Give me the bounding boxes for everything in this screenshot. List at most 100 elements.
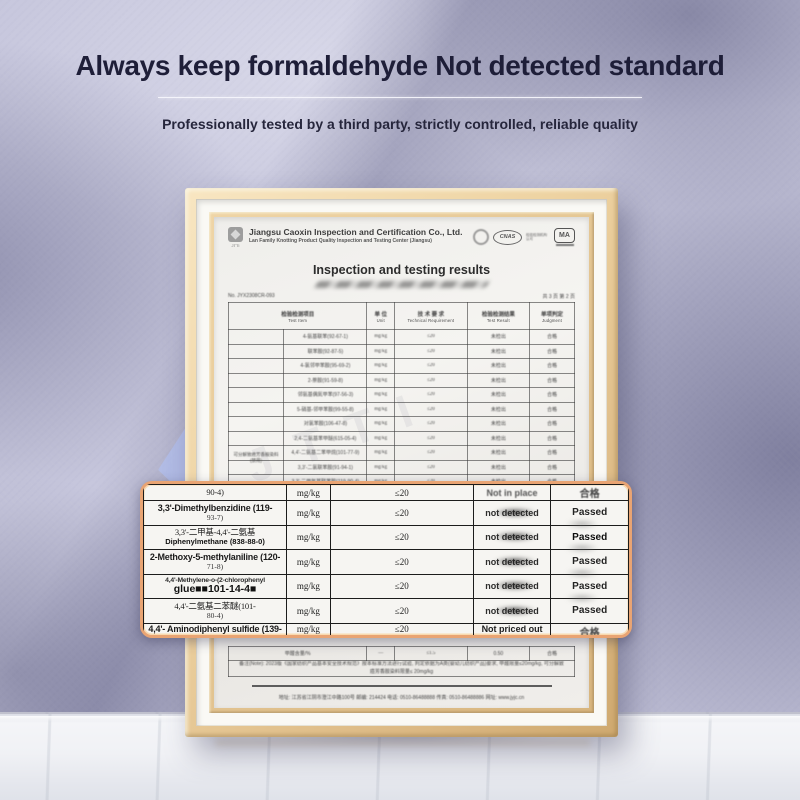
cell-requirement: ≤20 — [329, 549, 474, 575]
headline-divider — [158, 97, 642, 98]
cell-unit: mg/kg — [366, 401, 396, 417]
header-judgment: 单项判定 Judgment — [528, 302, 576, 330]
cell-judgment: 合格 — [528, 459, 576, 475]
magnified-row: 90-4) mg/kg ≤20 Not in place 合格 — [143, 484, 629, 501]
cell-requirement: ≤20 — [329, 500, 474, 526]
magnified-table: 90-4) mg/kg ≤20 Not in place 合格 3,3'-Dim… — [143, 484, 629, 635]
cell-unit: mg/kg — [366, 343, 396, 359]
cell-result: 未检出 — [466, 430, 530, 446]
cell-test-item: 5-硝基-邻甲苯胺(99-55-8) — [283, 401, 368, 417]
group-cell — [227, 430, 285, 446]
cell-test-item: 90-4) — [143, 484, 288, 501]
cell-unit: mg/kg — [286, 622, 331, 635]
group-cell — [227, 372, 285, 388]
cell-result: 未检出 — [466, 372, 530, 388]
subheadline: Professionally tested by a third party, … — [162, 116, 638, 132]
cma-seal-icon: MA — [554, 228, 575, 243]
certificate-title: Inspection and testing results — [312, 263, 491, 277]
cell-result: 未检出 — [466, 343, 530, 359]
cell-judgment: Passed — [550, 500, 629, 526]
cell-requirement: ≤20 — [394, 343, 468, 359]
group-cell — [227, 358, 285, 374]
cell-unit: mg/kg — [286, 524, 331, 550]
certificate-header: JTTI Jiangsu Caoxin Inspection and Certi… — [228, 227, 575, 248]
cell-unit: mg/kg — [366, 372, 396, 388]
cell-requirement: ≤1.5 — [394, 646, 468, 661]
table-header-row: 检验检测项目 Test Item 单 位 Unit 技 术 要 求 Techni… — [227, 302, 576, 330]
cell-test-item: 4,4'- Aminodiphenyl sulfide (139- — [143, 622, 288, 635]
cell-result: 未检出 — [466, 401, 530, 417]
table-row: 2-萘胺(91-59-8) mg/kg ≤20 未检出 合格 — [227, 372, 576, 388]
cell-judgment: Passed — [550, 598, 629, 624]
frame-mat: JTTI JTTI Jiangsu Caoxin Inspection and … — [196, 199, 607, 726]
redacted-subtitle — [313, 281, 490, 288]
cell-result: 0.50 — [466, 646, 530, 661]
cell-requirement: ≤20 — [329, 484, 474, 501]
formaldehyde-row: 甲醛含量/% — ≤1.5 0.50 合格 — [227, 646, 576, 661]
cell-unit: mg/kg — [286, 500, 331, 526]
cell-test-item: 2,4-二氨基苯甲醚(615-05-4) — [283, 430, 368, 446]
doc-number: No. JYX2308CR-093 — [228, 293, 275, 299]
cell-requirement: ≤20 — [394, 430, 468, 446]
org-name: Jiangsu Caoxin Inspection and Certificat… — [249, 227, 463, 237]
certificate-footer: 地址: 江苏省江阴市澄江中路100号 邮编: 214424 电话: 0510-8… — [278, 695, 525, 701]
group-cell — [227, 416, 285, 432]
note-cell: 备注(Note): 2023版《国家纺织产品基本安全技术规范》按本标准方法进行试… — [228, 660, 575, 677]
cell-unit: mg/kg — [286, 598, 331, 624]
group-cell — [227, 343, 285, 359]
cell-judgment: Passed — [550, 524, 629, 550]
cell-result: not detected — [472, 573, 552, 599]
cell-result: Not in place — [472, 484, 552, 501]
cell-result: not detected — [472, 500, 552, 526]
cell-result: Not priced out — [472, 622, 552, 635]
magnified-row: 4,4'-Methylene-o-(2-chlorophenyl glue■■1… — [143, 573, 629, 599]
cell-test-item: 2-Methoxy-5-methylaniline (120- 71-8) — [143, 549, 288, 575]
cell-test-item: 2-萘胺(91-59-8) — [283, 372, 368, 388]
cell-result: 未检出 — [466, 416, 530, 432]
cell-result: not detected — [472, 549, 552, 575]
cnas-seal-note: 检验检测机构 认可 — [526, 232, 547, 241]
table-row: 邻氨基偶氮甲苯(97-56-3) mg/kg ≤20 未检出 合格 — [227, 387, 576, 403]
org-subtitle: Lan Family Knotting Product Quality Insp… — [249, 238, 432, 244]
cell-result: not detected — [472, 524, 552, 550]
cell-unit: mg/kg — [366, 387, 396, 403]
summary-table: 甲醛含量/% — ≤1.5 0.50 合格 备注(Note): 2023版《国家… — [227, 646, 576, 677]
cell-unit: mg/kg — [366, 358, 396, 374]
cell-result: 未检出 — [466, 329, 530, 345]
cell-result: 未检出 — [466, 459, 530, 475]
cell-test-item: 3,3'-Dimethylbenzidine (119- 93-7) — [143, 500, 288, 526]
cell-requirement: ≤20 — [394, 329, 468, 345]
cell-unit: mg/kg — [366, 430, 396, 446]
table-row: 4,4'-二氨基二苯甲烷(101-77-9) mg/kg ≤20 未检出 合格 — [227, 445, 576, 461]
cell-test-item: 邻氨基偶氮甲苯(97-56-3) — [283, 387, 368, 403]
cell-test-item: 4-氨基联苯(92-67-1) — [283, 329, 368, 345]
table-row: 2,4-二氨基苯甲醚(615-05-4) mg/kg ≤20 未检出 合格 — [227, 430, 576, 446]
cell-judgment: 合格 — [550, 484, 629, 501]
cell-judgment: Passed — [550, 573, 629, 599]
header-result: 检验检测结果 Test Result — [466, 302, 530, 330]
cell-test-item: 4,4'-二氨基二苯醚(101- 80-4) — [143, 598, 288, 624]
org-logo-block: JTTI — [228, 227, 243, 248]
group-cell — [227, 401, 285, 417]
photo-frame: JTTI JTTI Jiangsu Caoxin Inspection and … — [185, 188, 618, 737]
accreditation-seals: CNAS 检验检测机构 认可 MA — [473, 228, 575, 246]
cell-test-item: 联苯胺(92-87-5) — [283, 343, 368, 359]
cell-test-item: 甲醛含量/% — [227, 646, 368, 661]
cnas-seal-icon: CNAS — [493, 229, 522, 245]
cell-requirement: ≤20 — [394, 372, 468, 388]
header-requirement: 技 术 要 求 Technical Requirement — [394, 302, 468, 330]
certificate-meta: No. JYX2308CR-093 共 3 页 第 2 页 — [228, 293, 575, 300]
headline: Always keep formaldehyde Not detected st… — [75, 50, 725, 81]
cell-requirement: ≤20 — [394, 387, 468, 403]
group-label: 可分解致癌芳香胺染料(禁用) — [233, 452, 279, 463]
header-unit: 单 位 Unit — [366, 302, 396, 330]
cell-unit: — — [366, 646, 396, 661]
cell-test-item: 4,4'-Methylene-o-(2-chlorophenyl glue■■1… — [143, 573, 288, 599]
table-row: 4-氨基联苯(92-67-1) mg/kg ≤20 未检出 合格 — [227, 329, 576, 345]
cell-unit: mg/kg — [286, 484, 331, 501]
org-logo-text: JTTI — [231, 243, 240, 248]
note-row: 备注(Note): 2023版《国家纺织产品基本安全技术规范》按本标准方法进行试… — [228, 660, 575, 677]
cell-judgment: 合格 — [550, 622, 629, 635]
cell-result: 未检出 — [466, 358, 530, 374]
